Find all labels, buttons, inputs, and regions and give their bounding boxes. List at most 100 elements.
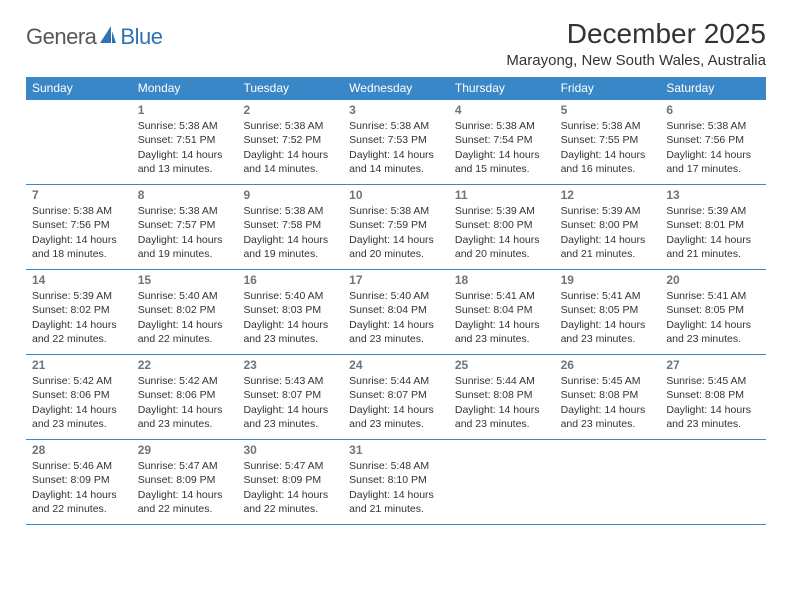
daylight-line: Daylight: 14 hours and 23 minutes. — [666, 403, 760, 431]
sunrise-line: Sunrise: 5:47 AM — [138, 459, 232, 473]
day-number: 10 — [349, 187, 443, 203]
day-cell: 10Sunrise: 5:38 AMSunset: 7:59 PMDayligh… — [343, 185, 449, 269]
week-row: 21Sunrise: 5:42 AMSunset: 8:06 PMDayligh… — [26, 355, 766, 440]
sail-icon — [99, 25, 117, 50]
sunrise-line: Sunrise: 5:38 AM — [243, 204, 337, 218]
week-row: 1Sunrise: 5:38 AMSunset: 7:51 PMDaylight… — [26, 100, 766, 185]
day-of-week-header: Wednesday — [343, 77, 449, 100]
day-number: 13 — [666, 187, 760, 203]
sunrise-line: Sunrise: 5:38 AM — [138, 119, 232, 133]
day-number: 25 — [455, 357, 549, 373]
daylight-line: Daylight: 14 hours and 22 minutes. — [138, 488, 232, 516]
sunset-line: Sunset: 7:58 PM — [243, 218, 337, 232]
day-number: 17 — [349, 272, 443, 288]
day-cell: 31Sunrise: 5:48 AMSunset: 8:10 PMDayligh… — [343, 440, 449, 524]
calendar-page: Genera Blue December 2025 Marayong, New … — [0, 0, 792, 525]
day-number: 6 — [666, 102, 760, 118]
daylight-line: Daylight: 14 hours and 22 minutes. — [32, 318, 126, 346]
sunrise-line: Sunrise: 5:38 AM — [561, 119, 655, 133]
sunrise-line: Sunrise: 5:43 AM — [243, 374, 337, 388]
sunset-line: Sunset: 7:53 PM — [349, 133, 443, 147]
daylight-line: Daylight: 14 hours and 23 minutes. — [32, 403, 126, 431]
sunrise-line: Sunrise: 5:40 AM — [349, 289, 443, 303]
day-of-week-header: Saturday — [660, 77, 766, 100]
day-cell: 30Sunrise: 5:47 AMSunset: 8:09 PMDayligh… — [237, 440, 343, 524]
calendar-grid: SundayMondayTuesdayWednesdayThursdayFrid… — [26, 77, 766, 525]
sunrise-line: Sunrise: 5:42 AM — [138, 374, 232, 388]
sunrise-line: Sunrise: 5:38 AM — [455, 119, 549, 133]
day-number: 3 — [349, 102, 443, 118]
daylight-line: Daylight: 14 hours and 22 minutes. — [243, 488, 337, 516]
day-number: 23 — [243, 357, 337, 373]
day-number: 16 — [243, 272, 337, 288]
day-cell: 13Sunrise: 5:39 AMSunset: 8:01 PMDayligh… — [660, 185, 766, 269]
sunset-line: Sunset: 8:06 PM — [32, 388, 126, 402]
daylight-line: Daylight: 14 hours and 14 minutes. — [243, 148, 337, 176]
sunrise-line: Sunrise: 5:41 AM — [666, 289, 760, 303]
day-number: 24 — [349, 357, 443, 373]
daylight-line: Daylight: 14 hours and 15 minutes. — [455, 148, 549, 176]
sunrise-line: Sunrise: 5:38 AM — [32, 204, 126, 218]
day-of-week-header: Thursday — [449, 77, 555, 100]
sunrise-line: Sunrise: 5:38 AM — [138, 204, 232, 218]
day-number: 18 — [455, 272, 549, 288]
weeks-container: 1Sunrise: 5:38 AMSunset: 7:51 PMDaylight… — [26, 100, 766, 525]
daylight-line: Daylight: 14 hours and 20 minutes. — [349, 233, 443, 261]
sunset-line: Sunset: 8:08 PM — [666, 388, 760, 402]
day-number: 19 — [561, 272, 655, 288]
sunset-line: Sunset: 8:05 PM — [561, 303, 655, 317]
day-cell: 25Sunrise: 5:44 AMSunset: 8:08 PMDayligh… — [449, 355, 555, 439]
day-cell: 15Sunrise: 5:40 AMSunset: 8:02 PMDayligh… — [132, 270, 238, 354]
sunset-line: Sunset: 8:08 PM — [455, 388, 549, 402]
day-cell: 3Sunrise: 5:38 AMSunset: 7:53 PMDaylight… — [343, 100, 449, 184]
day-number: 5 — [561, 102, 655, 118]
sunset-line: Sunset: 7:52 PM — [243, 133, 337, 147]
sunrise-line: Sunrise: 5:39 AM — [32, 289, 126, 303]
day-of-week-header: Tuesday — [237, 77, 343, 100]
day-of-week-header: Monday — [132, 77, 238, 100]
sunrise-line: Sunrise: 5:48 AM — [349, 459, 443, 473]
daylight-line: Daylight: 14 hours and 19 minutes. — [243, 233, 337, 261]
sunset-line: Sunset: 8:00 PM — [561, 218, 655, 232]
daylight-line: Daylight: 14 hours and 23 minutes. — [243, 403, 337, 431]
day-of-week-header: Sunday — [26, 77, 132, 100]
sunrise-line: Sunrise: 5:38 AM — [349, 119, 443, 133]
daylight-line: Daylight: 14 hours and 23 minutes. — [455, 403, 549, 431]
day-cell: 18Sunrise: 5:41 AMSunset: 8:04 PMDayligh… — [449, 270, 555, 354]
daylight-line: Daylight: 14 hours and 21 minutes. — [561, 233, 655, 261]
day-cell: 29Sunrise: 5:47 AMSunset: 8:09 PMDayligh… — [132, 440, 238, 524]
sunrise-line: Sunrise: 5:41 AM — [455, 289, 549, 303]
day-cell: 26Sunrise: 5:45 AMSunset: 8:08 PMDayligh… — [555, 355, 661, 439]
sunrise-line: Sunrise: 5:45 AM — [666, 374, 760, 388]
day-number: 8 — [138, 187, 232, 203]
day-number: 7 — [32, 187, 126, 203]
sunset-line: Sunset: 8:06 PM — [138, 388, 232, 402]
day-cell: 19Sunrise: 5:41 AMSunset: 8:05 PMDayligh… — [555, 270, 661, 354]
sunset-line: Sunset: 7:55 PM — [561, 133, 655, 147]
sunrise-line: Sunrise: 5:44 AM — [455, 374, 549, 388]
empty-day-cell — [26, 100, 132, 184]
daylight-line: Daylight: 14 hours and 23 minutes. — [349, 403, 443, 431]
sunset-line: Sunset: 8:09 PM — [138, 473, 232, 487]
day-cell: 27Sunrise: 5:45 AMSunset: 8:08 PMDayligh… — [660, 355, 766, 439]
day-cell: 21Sunrise: 5:42 AMSunset: 8:06 PMDayligh… — [26, 355, 132, 439]
sunset-line: Sunset: 7:56 PM — [666, 133, 760, 147]
sunrise-line: Sunrise: 5:45 AM — [561, 374, 655, 388]
day-number: 26 — [561, 357, 655, 373]
day-number: 15 — [138, 272, 232, 288]
week-row: 14Sunrise: 5:39 AMSunset: 8:02 PMDayligh… — [26, 270, 766, 355]
sunrise-line: Sunrise: 5:39 AM — [666, 204, 760, 218]
day-cell: 9Sunrise: 5:38 AMSunset: 7:58 PMDaylight… — [237, 185, 343, 269]
day-number: 21 — [32, 357, 126, 373]
empty-day-cell — [449, 440, 555, 524]
sunset-line: Sunset: 8:02 PM — [138, 303, 232, 317]
sunset-line: Sunset: 8:02 PM — [32, 303, 126, 317]
daylight-line: Daylight: 14 hours and 23 minutes. — [138, 403, 232, 431]
day-cell: 16Sunrise: 5:40 AMSunset: 8:03 PMDayligh… — [237, 270, 343, 354]
sunset-line: Sunset: 8:05 PM — [666, 303, 760, 317]
sunset-line: Sunset: 7:54 PM — [455, 133, 549, 147]
sunset-line: Sunset: 8:07 PM — [243, 388, 337, 402]
logo-text-general: Genera — [26, 24, 96, 50]
sunrise-line: Sunrise: 5:39 AM — [561, 204, 655, 218]
day-cell: 22Sunrise: 5:42 AMSunset: 8:06 PMDayligh… — [132, 355, 238, 439]
